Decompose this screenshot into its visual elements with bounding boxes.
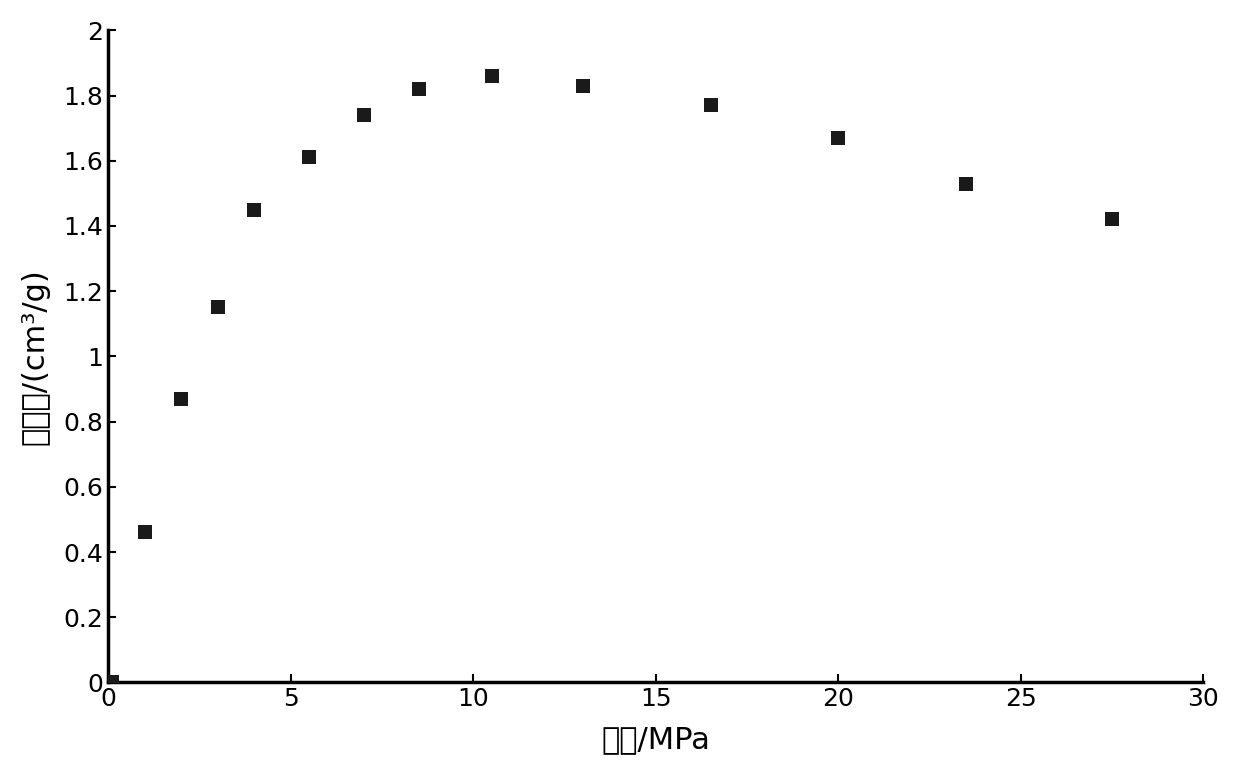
X-axis label: 压力/MPa: 压力/MPa	[601, 725, 711, 754]
Point	[353, 109, 373, 122]
Point	[956, 177, 976, 190]
Point	[102, 677, 122, 689]
Point	[244, 204, 264, 216]
Point	[208, 301, 228, 314]
Point	[299, 151, 319, 164]
Y-axis label: 吸附量/(cm³/g): 吸附量/(cm³/g)	[21, 268, 50, 445]
Point	[1102, 213, 1122, 226]
Point	[409, 83, 429, 95]
Point	[701, 99, 720, 112]
Point	[573, 80, 593, 92]
Point	[171, 393, 191, 405]
Point	[481, 70, 501, 82]
Point	[135, 526, 155, 539]
Point	[828, 132, 848, 144]
